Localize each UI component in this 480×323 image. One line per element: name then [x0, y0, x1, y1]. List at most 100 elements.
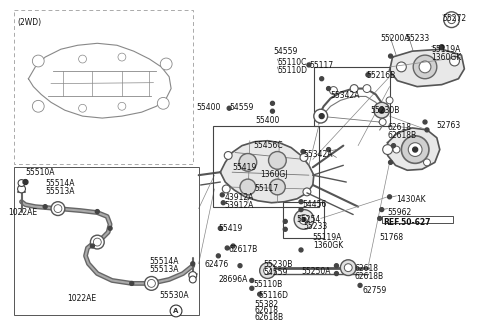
Text: 52763: 52763 — [437, 121, 461, 130]
Text: 55342A: 55342A — [331, 90, 360, 99]
Circle shape — [299, 208, 303, 212]
Text: 55110B: 55110B — [254, 280, 283, 289]
Text: 62759: 62759 — [362, 287, 386, 295]
Circle shape — [157, 98, 169, 109]
Text: 55514A: 55514A — [149, 257, 179, 266]
Circle shape — [90, 244, 95, 248]
Text: 55110D: 55110D — [277, 66, 307, 75]
Circle shape — [94, 238, 101, 246]
Circle shape — [264, 267, 272, 275]
Circle shape — [366, 73, 370, 77]
Circle shape — [419, 61, 431, 73]
Circle shape — [79, 104, 86, 112]
Circle shape — [144, 276, 158, 290]
Circle shape — [221, 201, 225, 205]
Circle shape — [302, 217, 306, 221]
Circle shape — [260, 263, 276, 278]
Text: 55342A: 55342A — [303, 150, 333, 159]
Text: 55230B: 55230B — [370, 106, 399, 115]
Text: A: A — [173, 308, 179, 314]
Circle shape — [423, 159, 431, 166]
Circle shape — [389, 54, 393, 58]
Text: 55230B: 55230B — [264, 260, 293, 269]
Text: 43912A: 43912A — [224, 193, 253, 202]
Text: 51768: 51768 — [380, 233, 404, 242]
Circle shape — [227, 106, 231, 110]
Circle shape — [118, 53, 126, 61]
Circle shape — [191, 262, 195, 266]
Circle shape — [448, 16, 456, 24]
Circle shape — [444, 12, 459, 27]
Circle shape — [340, 260, 356, 276]
Text: 54456: 54456 — [302, 200, 326, 209]
Text: 55513A: 55513A — [149, 265, 179, 274]
Circle shape — [240, 179, 256, 195]
Circle shape — [326, 148, 331, 151]
Text: 1430AK: 1430AK — [396, 195, 426, 204]
Circle shape — [393, 146, 400, 153]
Circle shape — [358, 283, 362, 287]
Text: 55514A: 55514A — [45, 179, 75, 188]
Text: 55254: 55254 — [296, 214, 320, 224]
Text: 55233: 55233 — [405, 35, 430, 43]
Text: 28696A: 28696A — [218, 275, 248, 284]
Circle shape — [350, 85, 358, 92]
Text: (2WD): (2WD) — [18, 18, 42, 27]
Text: 55962: 55962 — [388, 208, 412, 217]
Circle shape — [413, 147, 418, 152]
Circle shape — [300, 153, 308, 162]
Circle shape — [374, 102, 390, 118]
Text: 55110C: 55110C — [277, 58, 307, 67]
Circle shape — [160, 58, 172, 70]
Text: 53912A: 53912A — [224, 201, 253, 210]
Circle shape — [189, 272, 197, 279]
Polygon shape — [388, 128, 440, 170]
Circle shape — [408, 143, 422, 156]
Text: 62618: 62618 — [354, 264, 378, 273]
Circle shape — [238, 264, 242, 268]
Circle shape — [320, 77, 324, 81]
Circle shape — [225, 246, 229, 250]
Polygon shape — [390, 49, 464, 87]
Text: 55382: 55382 — [255, 300, 279, 309]
Text: 62617B: 62617B — [228, 245, 257, 254]
Circle shape — [147, 279, 156, 287]
Circle shape — [18, 180, 25, 186]
Circle shape — [283, 219, 287, 224]
Circle shape — [250, 278, 254, 282]
Text: 55400: 55400 — [256, 116, 280, 125]
Text: 55119A: 55119A — [313, 233, 342, 242]
Text: 54559: 54559 — [274, 47, 298, 56]
Text: 62618: 62618 — [255, 306, 279, 315]
Circle shape — [294, 210, 314, 229]
Circle shape — [220, 193, 224, 197]
Circle shape — [90, 235, 104, 249]
Circle shape — [392, 144, 396, 148]
Circle shape — [268, 151, 286, 169]
Circle shape — [54, 205, 62, 213]
Text: 55400: 55400 — [197, 103, 221, 112]
Circle shape — [303, 188, 311, 196]
Circle shape — [218, 226, 222, 230]
Text: 55117: 55117 — [309, 61, 333, 70]
Circle shape — [231, 244, 235, 248]
Text: 1360GK: 1360GK — [431, 53, 461, 62]
Text: 55456C: 55456C — [254, 141, 283, 150]
Circle shape — [271, 109, 275, 113]
Polygon shape — [220, 141, 314, 203]
Text: 55116D: 55116D — [259, 291, 288, 300]
Circle shape — [79, 55, 86, 63]
Circle shape — [383, 145, 393, 154]
Circle shape — [389, 161, 393, 164]
Circle shape — [378, 216, 382, 220]
Bar — [382, 215, 453, 224]
Bar — [283, 202, 324, 238]
Circle shape — [413, 55, 437, 79]
Circle shape — [379, 119, 386, 125]
Text: 1360GJ: 1360GJ — [261, 170, 288, 179]
Circle shape — [344, 264, 352, 272]
Circle shape — [314, 109, 327, 123]
Circle shape — [307, 63, 311, 67]
Text: 62476: 62476 — [204, 260, 229, 269]
Text: 55513A: 55513A — [45, 187, 75, 196]
